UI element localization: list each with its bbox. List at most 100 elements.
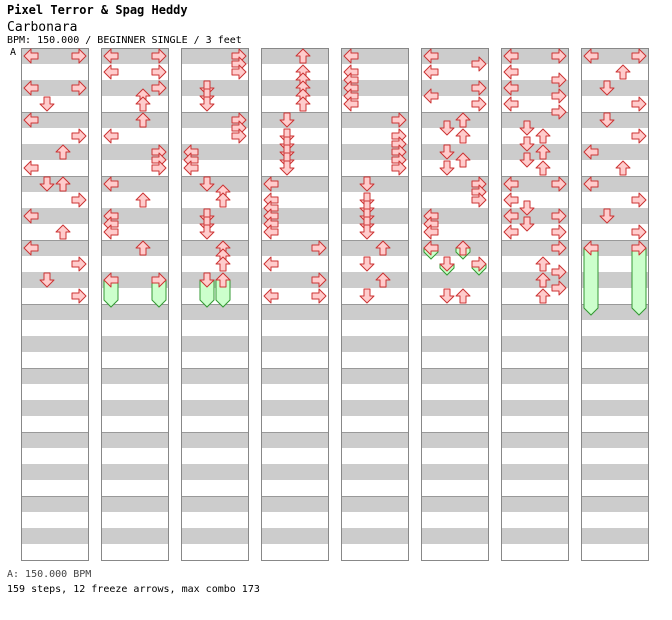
beat-stripe [501,400,569,416]
beat-stripe [501,80,569,96]
beat-stripe [341,48,409,64]
beat-stripe [261,208,329,224]
beat-stripe [21,112,89,128]
beat-stripe [501,336,569,352]
left-arrow-icon [503,64,519,80]
beat-stripe [261,240,329,256]
bpm-legend: A: 150.000 BPM [7,569,92,580]
right-arrow-icon [71,80,87,96]
beat-stripe [261,496,329,512]
beat-stripe [21,144,89,160]
up-arrow-icon [135,112,151,128]
up-arrow-icon [615,160,631,176]
down-arrow-icon [279,160,295,176]
beat-stripe [421,144,489,160]
right-arrow-icon [471,192,487,208]
beat-stripe [101,176,169,192]
left-arrow-icon [263,224,279,240]
right-arrow-icon [151,64,167,80]
up-arrow-icon [375,272,391,288]
left-arrow-icon [23,208,39,224]
beat-stripe [501,112,569,128]
beat-stripe [261,400,329,416]
left-arrow-icon [503,96,519,112]
chart-column [501,48,569,561]
column-border [101,48,169,561]
beat-stripe [21,176,89,192]
up-arrow-icon [55,176,71,192]
beat-stripe [421,464,489,480]
column-border [581,48,649,561]
right-arrow-icon [231,64,247,80]
beat-stripe [421,304,489,320]
beat-stripe [581,144,649,160]
up-arrow-icon [375,240,391,256]
down-arrow-icon [519,120,535,136]
beat-stripe [341,80,409,96]
left-arrow-icon [503,48,519,64]
up-arrow-icon [615,64,631,80]
beat-stripe [341,464,409,480]
beat-stripe [421,112,489,128]
right-arrow-icon [471,256,487,272]
beat-stripe [261,144,329,160]
left-arrow-icon [263,256,279,272]
down-arrow-icon [359,288,375,304]
beat-stripe [341,176,409,192]
beat-stripe [581,368,649,384]
left-arrow-icon [503,192,519,208]
right-arrow-icon [551,88,567,104]
left-arrow-icon [423,88,439,104]
left-arrow-icon [103,48,119,64]
left-arrow-icon [423,240,439,256]
beat-stripe [581,112,649,128]
beat-stripe [581,48,649,64]
beat-stripe [261,112,329,128]
up-arrow-icon [535,288,551,304]
right-arrow-icon [551,264,567,280]
right-arrow-icon [631,240,647,256]
up-arrow-icon [135,96,151,112]
right-arrow-icon [71,192,87,208]
left-arrow-icon [183,160,199,176]
beat-stripe [421,48,489,64]
beat-stripe [181,368,249,384]
right-arrow-icon [551,240,567,256]
right-arrow-icon [151,80,167,96]
beat-stripe [421,400,489,416]
right-arrow-icon [151,272,167,288]
beat-stripe [421,208,489,224]
down-arrow-icon [39,96,55,112]
up-arrow-icon [455,288,471,304]
beat-stripe [341,400,409,416]
up-arrow-icon [535,256,551,272]
beat-stripe [341,208,409,224]
beat-stripe [261,336,329,352]
right-arrow-icon [551,72,567,88]
down-arrow-icon [439,120,455,136]
right-arrow-icon [391,112,407,128]
beat-stripe [261,176,329,192]
right-arrow-icon [71,288,87,304]
beat-stripe [501,208,569,224]
beat-stripe [501,528,569,544]
beat-stripe [21,400,89,416]
beat-stripe [261,48,329,64]
column-border [421,48,489,561]
up-arrow-icon [215,192,231,208]
down-arrow-icon [199,96,215,112]
left-arrow-icon [583,144,599,160]
right-arrow-icon [631,224,647,240]
right-arrow-icon [151,48,167,64]
right-arrow-icon [71,256,87,272]
beat-stripe [21,272,89,288]
beat-stripe [101,144,169,160]
beat-stripe [181,176,249,192]
down-arrow-icon [199,224,215,240]
down-arrow-icon [599,208,615,224]
column-border [501,48,569,561]
beat-stripe [581,400,649,416]
freeze-arrow-body [583,247,599,316]
beat-stripe [101,400,169,416]
